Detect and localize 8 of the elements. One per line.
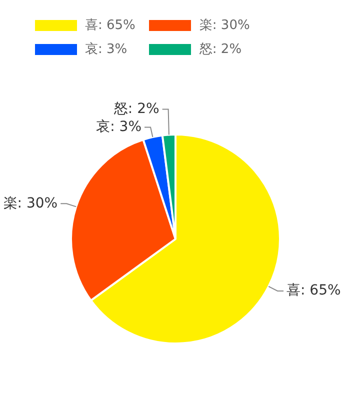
slice-label: 喜: 65% [286,282,341,299]
slice-label: 楽: 30% [3,195,58,212]
slice-label: 怒: 2% [112,100,160,117]
legend-label: 哀: 3% [85,41,128,58]
slice-label: 哀: 3% [96,118,142,135]
legend-label: 楽: 30% [199,17,250,34]
legend-label: 喜: 65% [85,17,136,34]
legend-label: 怒: 2% [199,41,242,58]
